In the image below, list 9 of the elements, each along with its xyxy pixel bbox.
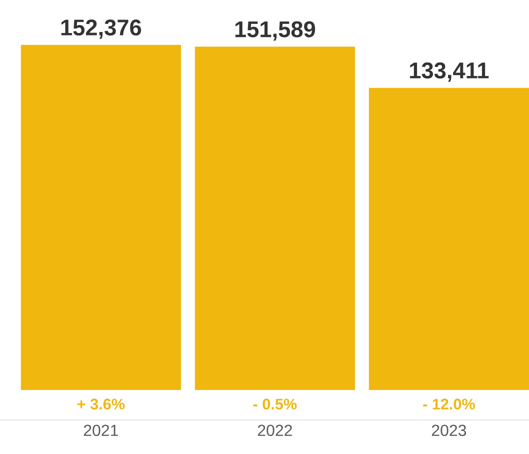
data-label: 152,376 [61, 19, 142, 39]
x-tick-label: 2021 [84, 424, 118, 436]
annotation: + 3.6% [77, 398, 125, 410]
annotation: - 12.0% [423, 398, 475, 410]
annotation: - 0.5% [253, 398, 297, 410]
data-label: 133,411 [410, 62, 489, 82]
x-tick-label: 2022 [258, 424, 292, 436]
data-label: 151,589 [235, 21, 316, 41]
x-tick-label: 2023 [432, 424, 466, 436]
